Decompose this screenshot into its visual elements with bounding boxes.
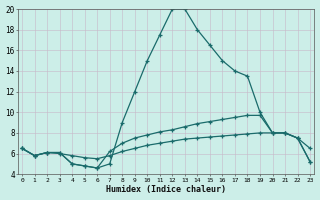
X-axis label: Humidex (Indice chaleur): Humidex (Indice chaleur) xyxy=(106,185,226,194)
